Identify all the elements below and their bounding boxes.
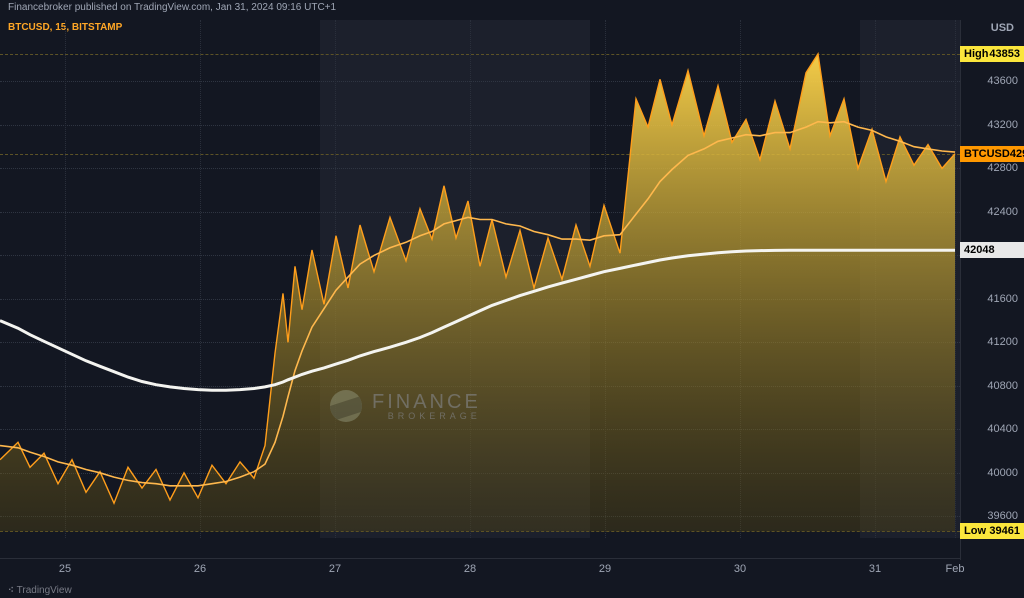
y-tick-label: 39600 [987,510,1018,522]
x-tick-label: 29 [599,563,611,575]
chart-area[interactable] [0,20,960,560]
y-tick-label: 42800 [987,162,1018,174]
price-area [0,54,955,531]
x-tick-label: 31 [869,563,881,575]
y-axis-currency: USD [985,20,1020,36]
x-tick-label: 28 [464,563,476,575]
x-tick-label: 27 [329,563,341,575]
watermark-sub: BROKERAGE [388,412,481,421]
y-tick-label: 41600 [987,293,1018,305]
y-tick-label: 41200 [987,336,1018,348]
price-chart-svg [0,20,960,560]
x-tick-label: Feb [946,563,965,575]
publisher-bar: Financebroker published on TradingView.c… [0,0,1024,18]
y-tick-label: 40400 [987,423,1018,435]
marker-price: BTCUSD42936 [960,146,1024,162]
y-axis[interactable]: USD 436004320042800424004200041600412004… [960,20,1024,560]
x-axis[interactable]: 25262728293031Feb [0,558,960,578]
watermark: FINANCE BROKERAGE [330,390,481,422]
x-tick-label: 30 [734,563,746,575]
x-tick-label: 25 [59,563,71,575]
y-tick-label: 40800 [987,380,1018,392]
marker-ma: 42048 [960,242,1024,258]
publisher-text: Financebroker published on TradingView.c… [8,2,336,13]
y-tick-label: 42400 [987,206,1018,218]
finance-brokerage-icon [330,390,362,422]
watermark-main: FINANCE [372,392,481,412]
y-tick-label: 43200 [987,119,1018,131]
x-tick-label: 26 [194,563,206,575]
marker-high: High43853 [960,46,1024,62]
tradingview-footer: ⁖ TradingView [8,585,72,596]
y-tick-label: 40000 [987,467,1018,479]
marker-low: Low39461 [960,523,1024,539]
y-tick-label: 43600 [987,75,1018,87]
